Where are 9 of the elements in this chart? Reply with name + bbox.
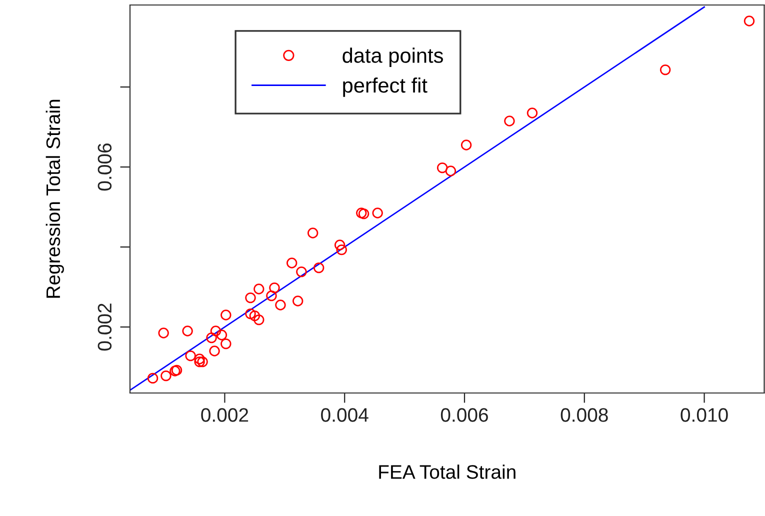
legend-label: perfect fit	[343, 77, 428, 97]
x-tick-label: 0.002	[201, 408, 248, 422]
x-axis-title: FEA Total Strain	[379, 464, 516, 479]
legend-label: data points	[342, 48, 443, 68]
x-tick-label: 0.006	[440, 408, 488, 422]
x-tick-label: 0.010	[680, 408, 728, 422]
x-tick-label: 0.004	[321, 408, 368, 422]
x-tick-label: 0.008	[560, 408, 608, 422]
y-axis-title: Regression Total Strain	[46, 100, 64, 298]
